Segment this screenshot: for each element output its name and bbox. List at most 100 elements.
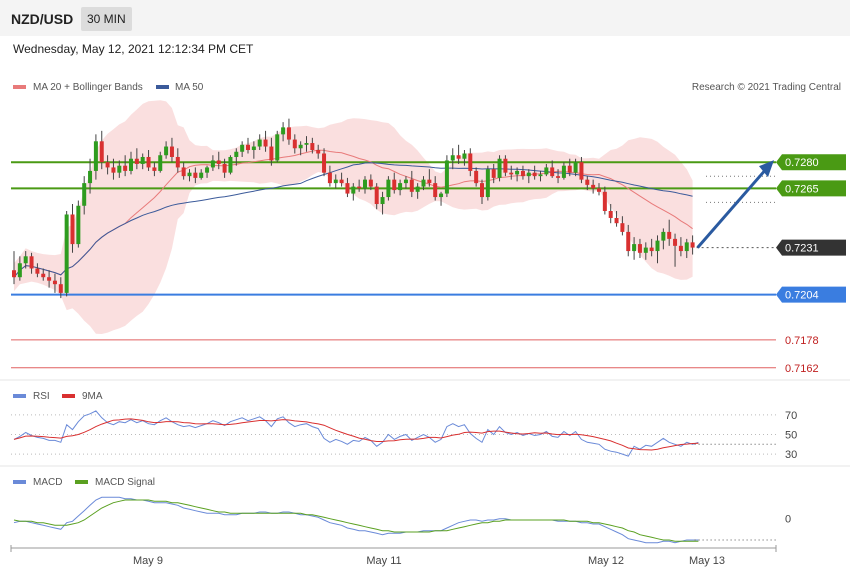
candle-body bbox=[76, 205, 81, 245]
candle-body bbox=[327, 172, 332, 184]
level-label: 0.7265 bbox=[785, 183, 819, 195]
candle-body bbox=[661, 231, 666, 241]
candle-body bbox=[497, 158, 502, 178]
candle-body bbox=[52, 280, 57, 285]
rsi-line bbox=[13, 410, 699, 457]
candle-body bbox=[298, 144, 303, 149]
candle-body bbox=[626, 231, 631, 252]
candle-body bbox=[480, 183, 484, 198]
candle-body bbox=[386, 179, 391, 198]
candle-body bbox=[164, 146, 169, 156]
candle-body bbox=[509, 172, 514, 175]
candle-body bbox=[433, 183, 438, 198]
candle-body bbox=[485, 169, 490, 198]
rsi-legend-swatch bbox=[13, 394, 26, 398]
candle-body bbox=[117, 165, 122, 173]
candle-body bbox=[409, 179, 414, 192]
candle-body bbox=[421, 179, 426, 187]
candle-body bbox=[667, 231, 672, 239]
candle-body bbox=[111, 167, 116, 173]
candle-body bbox=[374, 186, 379, 205]
candle-body bbox=[222, 163, 227, 173]
candle-body bbox=[304, 143, 309, 145]
candle-body bbox=[608, 210, 613, 218]
candle-body bbox=[88, 170, 93, 184]
macd-panel: 0 bbox=[13, 496, 791, 544]
candle-body bbox=[655, 240, 660, 252]
macd-signal-legend-swatch bbox=[75, 480, 88, 484]
candle-body bbox=[210, 160, 215, 168]
candle-body bbox=[246, 144, 250, 151]
level-tag bbox=[776, 154, 846, 171]
candle-body bbox=[556, 176, 561, 178]
level-label: 0.7231 bbox=[785, 243, 819, 255]
candle-body bbox=[105, 162, 110, 168]
candle-body bbox=[491, 169, 496, 178]
level-label: 0.7280 bbox=[785, 157, 819, 169]
candle-body bbox=[673, 238, 678, 246]
candle-body bbox=[286, 127, 291, 140]
bollinger-band-area bbox=[14, 100, 693, 334]
candle-body bbox=[398, 183, 403, 191]
candle-body bbox=[70, 214, 75, 245]
x-tick-label: May 9 bbox=[133, 555, 163, 567]
timeframe-badge[interactable]: 30 MIN bbox=[81, 7, 132, 31]
candle-body bbox=[591, 184, 596, 189]
candle-body bbox=[292, 139, 297, 149]
candle-body bbox=[649, 247, 654, 252]
candle-body bbox=[339, 179, 344, 184]
macd-zero-label: 0 bbox=[785, 514, 791, 526]
candle-body bbox=[228, 156, 233, 173]
candle-body bbox=[193, 172, 198, 178]
candle-body bbox=[158, 155, 163, 171]
candle-body bbox=[462, 153, 467, 159]
candle-body bbox=[134, 158, 139, 164]
candle-body bbox=[316, 150, 321, 154]
candle-body bbox=[532, 172, 537, 177]
candle-body bbox=[690, 242, 695, 248]
candlesticks bbox=[12, 118, 695, 299]
rsi-tick-label: 30 bbox=[785, 449, 797, 461]
candle-body bbox=[392, 179, 397, 191]
level-tag bbox=[776, 239, 846, 256]
candle-body bbox=[632, 244, 637, 252]
candle-body bbox=[363, 179, 367, 189]
chart-header: NZD/USD 30 MIN bbox=[0, 0, 850, 36]
candle-body bbox=[345, 183, 350, 194]
rsi-ma-legend-swatch bbox=[62, 394, 75, 398]
rsi-ma-line bbox=[13, 418, 699, 451]
level-tag bbox=[776, 286, 846, 303]
x-tick-label: May 12 bbox=[588, 555, 624, 567]
rsi-ma-legend-label: 9MA bbox=[82, 391, 103, 402]
macd-signal-line bbox=[13, 499, 699, 542]
candle-body bbox=[614, 217, 619, 224]
candle-body bbox=[368, 179, 373, 187]
candle-body bbox=[310, 143, 315, 151]
candle-body bbox=[474, 170, 479, 184]
forecast-arrow-head bbox=[759, 160, 774, 178]
candle-body bbox=[515, 170, 520, 175]
ma20-legend-swatch bbox=[13, 85, 26, 89]
candle-body bbox=[357, 186, 362, 189]
candle-body bbox=[403, 179, 408, 184]
candle-body bbox=[240, 144, 245, 152]
candle-body bbox=[351, 186, 356, 194]
candle-body bbox=[64, 214, 69, 293]
candle-body bbox=[234, 151, 239, 157]
candle-body bbox=[263, 139, 268, 147]
candle-body bbox=[152, 167, 157, 171]
level-tag bbox=[776, 180, 846, 197]
x-tick-label: May 11 bbox=[366, 555, 401, 567]
candle-body bbox=[503, 158, 508, 173]
x-tick-label: May 13 bbox=[689, 555, 725, 567]
candle-body bbox=[29, 256, 34, 269]
candle-body bbox=[579, 162, 584, 180]
forecast-arrow bbox=[696, 160, 774, 249]
candle-body bbox=[205, 167, 210, 173]
candle-body bbox=[169, 146, 174, 157]
candle-body bbox=[82, 183, 87, 206]
macd-line bbox=[13, 496, 699, 544]
candle-body bbox=[573, 162, 578, 173]
macd-legend-swatch bbox=[13, 480, 26, 484]
